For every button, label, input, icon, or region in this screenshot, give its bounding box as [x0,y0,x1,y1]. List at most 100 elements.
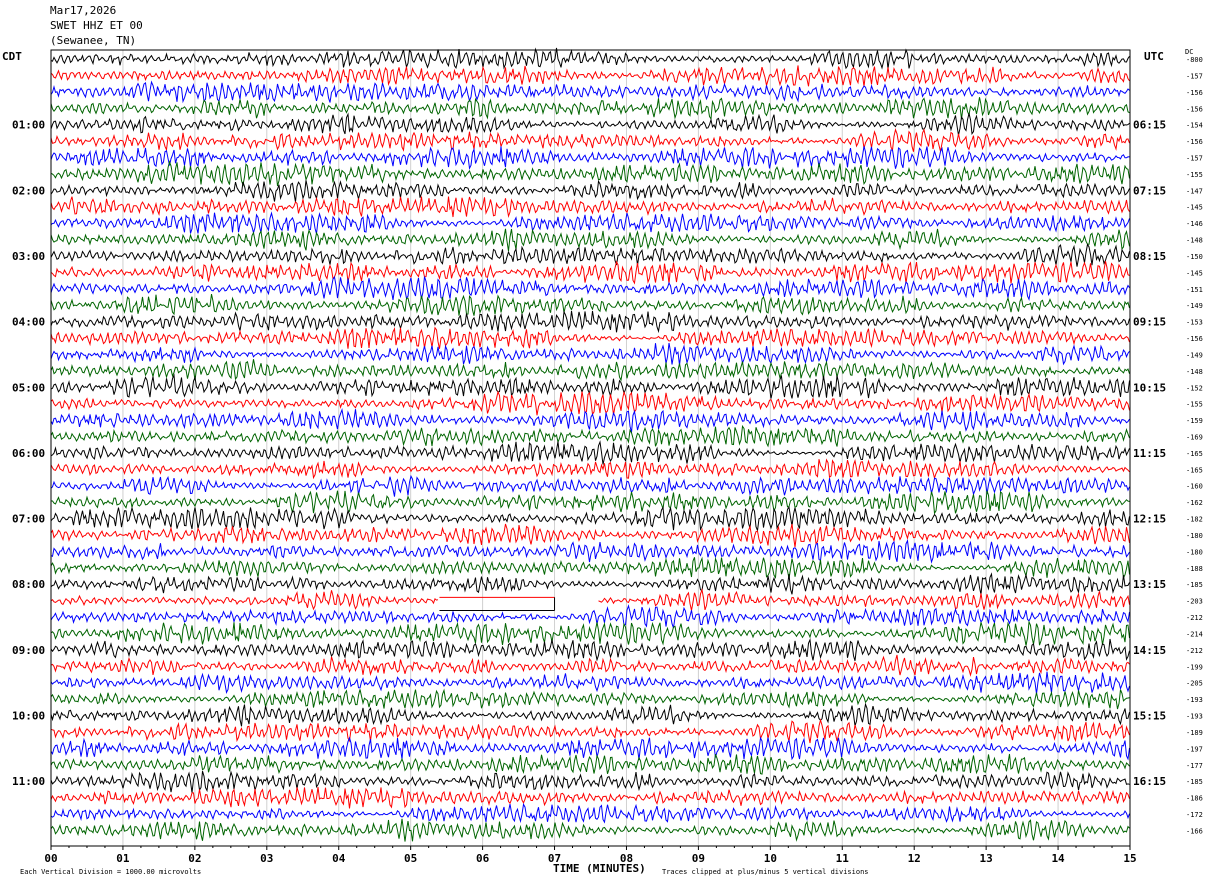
left-timezone-label: CDT [2,50,22,63]
dc-offset-label: -147 [1186,187,1203,195]
dc-offset-label: -151 [1186,286,1203,294]
utc-hour-label: 13:15 [1133,578,1166,591]
dc-offset-label: -145 [1186,269,1203,277]
dc-offset-label: -148 [1186,368,1203,376]
utc-hour-label: 06:15 [1133,119,1166,132]
dc-offset-label: -157 [1186,72,1203,80]
trace-line-1 [50,47,1130,70]
trace-line-41 [50,702,1130,727]
dc-offset-label: -156 [1186,105,1203,113]
trace-line-38 [50,654,1130,677]
utc-hour-label: 12:15 [1133,513,1166,526]
dc-offset-label: -172 [1186,811,1203,819]
trace-line-3 [50,80,1130,104]
dc-offset-label: -182 [1186,516,1203,524]
trace-line-22 [50,390,1130,416]
dc-offset-label: -185 [1186,778,1203,786]
dc-offset-label: -160 [1186,483,1203,491]
dc-offset-label: -189 [1186,729,1203,737]
x-tick-label: 10 [764,852,777,865]
dc-offset-label: -188 [1186,565,1203,573]
cdt-hour-label: 03:00 [12,250,45,263]
dc-column-title: DC [1185,48,1194,56]
trace-line-8 [50,160,1130,187]
trace-line-4 [50,97,1130,121]
x-tick-label: 03 [260,852,273,865]
x-axis-title: TIME (MINUTES) [553,862,646,875]
dc-offset-label: -150 [1186,253,1203,261]
dc-offset-label: -177 [1186,762,1203,770]
dc-offset-label: -166 [1186,827,1203,835]
trace-line-2 [50,65,1130,87]
cdt-hour-label: 10:00 [12,710,45,723]
trace-line-19 [50,342,1130,366]
dc-offset-label: -154 [1186,122,1203,130]
x-tick-label: 01 [116,852,130,865]
trace-line-25 [50,440,1130,465]
trace-line-29 [50,505,1130,531]
cdt-hour-label: 11:00 [12,775,45,788]
dc-offset-label: -165 [1186,450,1203,458]
trace-line-6 [50,127,1130,152]
x-tick-label: 05 [404,852,417,865]
trace-line-5 [50,112,1130,136]
trace-line-44 [50,753,1130,775]
record-date: Mar17,2026 [50,4,117,17]
trace-line-12 [50,228,1130,252]
trace-line-31 [50,539,1130,564]
x-tick-label: 02 [188,852,201,865]
trace-line-20 [50,359,1130,382]
trace-line-39 [50,671,1130,695]
utc-hour-label: 15:15 [1133,710,1166,723]
trace-line-17 [50,310,1130,334]
trace-line-10 [50,196,1130,219]
trace-line-27 [50,474,1130,497]
clip-note: Traces clipped at plus/minus 5 vertical … [662,868,869,876]
cdt-hour-label: 04:00 [12,316,45,329]
cdt-hour-label: 09:00 [12,644,45,657]
dc-offset-label: -162 [1186,499,1203,507]
dc-offset-label: -193 [1186,713,1203,721]
dc-offset-label: -152 [1186,384,1203,392]
trace-line-46 [50,786,1130,809]
dc-offset-label: -212 [1186,647,1203,655]
dc-offset-label: -155 [1186,171,1203,179]
trace-line-24 [50,424,1130,448]
x-tick-label: 04 [332,852,346,865]
station-id: SWET HHZ ET 00 [50,19,143,32]
utc-hour-label: 08:15 [1133,250,1166,263]
dc-offset-label: -153 [1186,319,1203,327]
dc-offset-label: -203 [1186,598,1203,606]
trace-line-13 [50,243,1130,267]
dc-offset-label: -214 [1186,631,1203,639]
cdt-hour-label: 06:00 [12,447,45,460]
trace-line-34 [50,588,1130,611]
trace-line-45 [50,770,1130,793]
dc-offset-label: -145 [1186,204,1203,212]
x-tick-label: 09 [692,852,705,865]
utc-hour-label: 14:15 [1133,644,1166,657]
dc-offset-label: -186 [1186,795,1203,803]
dc-offset-label: -212 [1186,614,1203,622]
x-tick-label: 14 [1051,852,1065,865]
trace-line-28 [50,490,1130,515]
dc-offset-label: -193 [1186,696,1203,704]
x-tick-label: 07 [548,852,561,865]
cdt-hour-label: 05:00 [12,381,45,394]
dc-offset-label: -146 [1186,220,1203,228]
dc-offset-label: -185 [1186,581,1203,589]
trace-line-32 [50,556,1130,580]
dc-offset-label: -199 [1186,663,1203,671]
trace-line-14 [50,260,1130,285]
dc-offset-label: -156 [1186,138,1203,146]
right-timezone-label: UTC [1144,50,1164,63]
trace-line-7 [50,146,1130,171]
trace-line-15 [50,276,1130,302]
dc-offset-label: -180 [1186,548,1203,556]
dc-offset-label: -165 [1186,466,1203,474]
x-tick-label: 06 [476,852,490,865]
dc-offset-label: -157 [1186,155,1203,163]
x-tick-label: 15 [1123,852,1136,865]
utc-hour-label: 16:15 [1133,775,1166,788]
